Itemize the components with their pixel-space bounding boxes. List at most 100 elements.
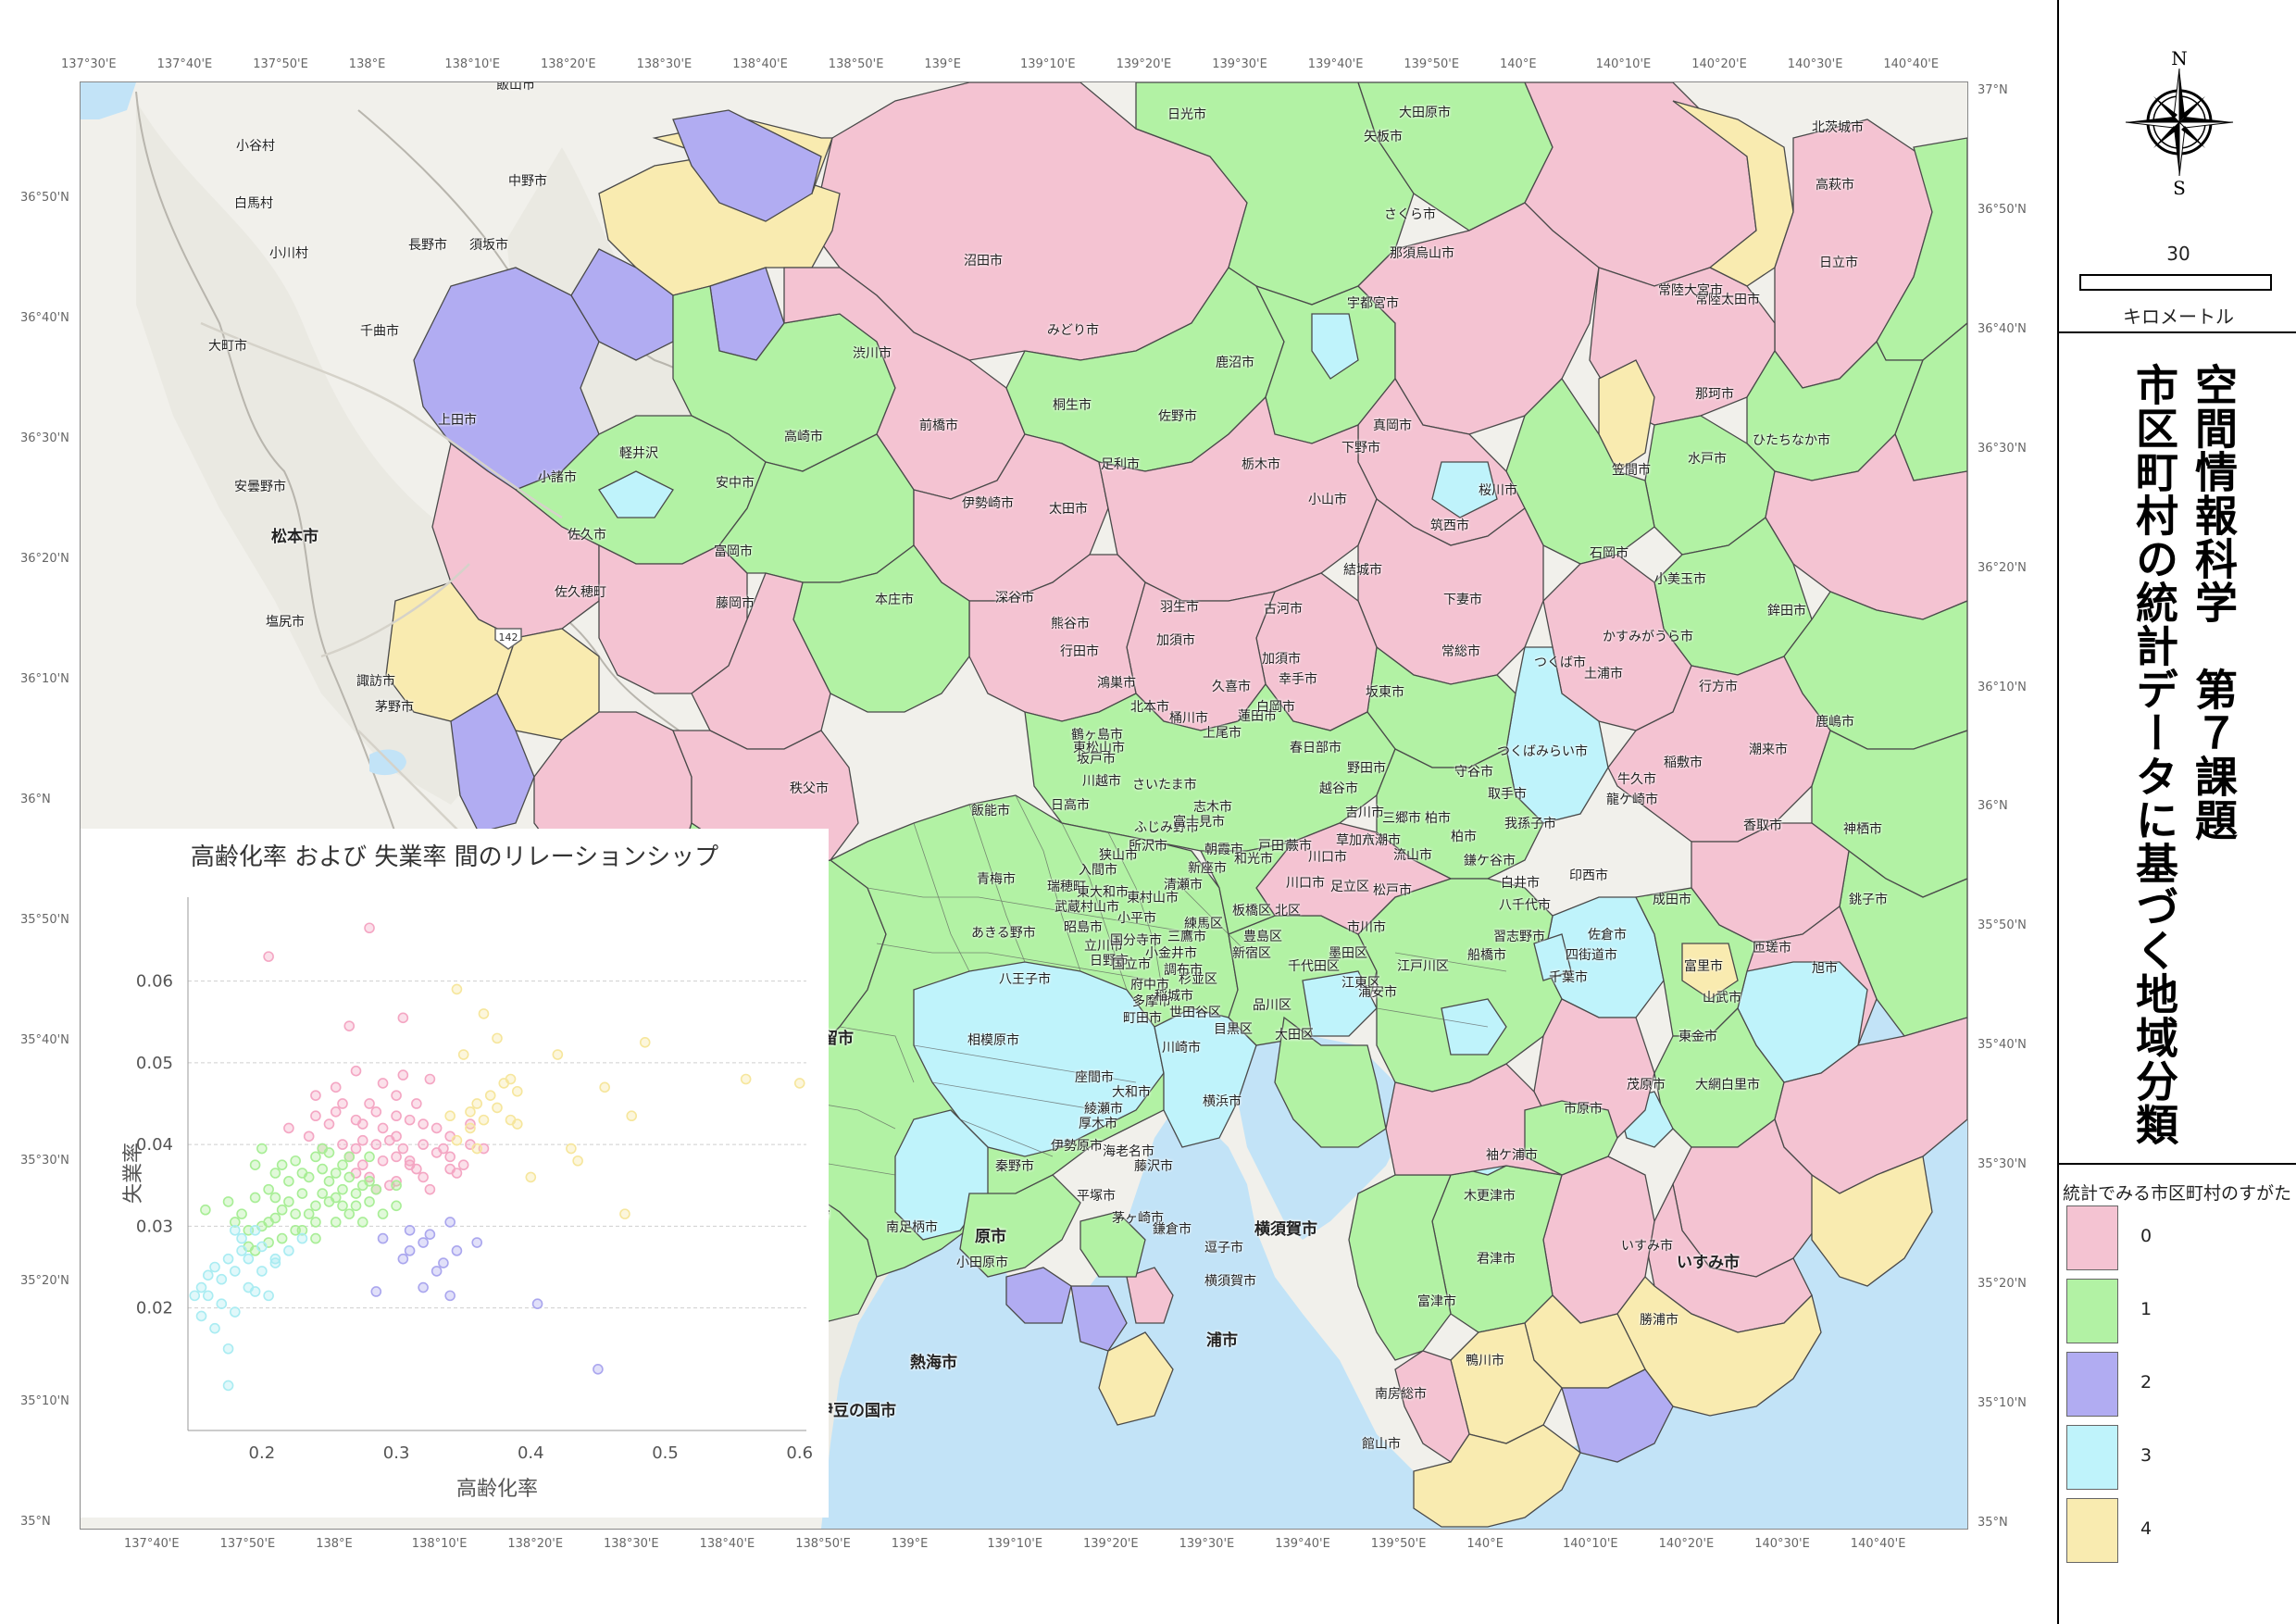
polygon-class3[interactable] (913, 961, 1165, 1157)
scatter-point-class1 (330, 1168, 342, 1179)
place-label-fukaya: 深谷市 (995, 591, 1034, 606)
graticule-bottom-label: 139°20'E (1083, 1537, 1139, 1551)
legend-label: 4 (2140, 1518, 2152, 1539)
graticule-bottom-label: 138°20'E (507, 1537, 564, 1551)
polygon-class3[interactable] (1441, 998, 1507, 1056)
scatter-point-class2 (438, 1257, 449, 1268)
scatter-point-class2 (404, 1245, 416, 1256)
polygon-class1[interactable] (959, 1174, 1081, 1278)
graticule-top-label: 139°40'E (1307, 57, 1364, 71)
legend-label: 0 (2140, 1226, 2152, 1246)
place-label-hanyu: 羽生市 (1160, 600, 1199, 615)
polygon-class3[interactable] (1431, 461, 1498, 518)
scatter-point-class4 (626, 1110, 638, 1122)
scatter-point-class1 (370, 1183, 382, 1195)
place-label-joso: 常総市 (1441, 644, 1480, 659)
municipality-polygons[interactable] (385, 82, 1967, 1528)
scatter-point-class2 (418, 1237, 429, 1248)
place-label-meguro: 目黒区 (1214, 1022, 1253, 1037)
scatter-point-class0 (438, 1143, 449, 1155)
polygon-class4[interactable] (1413, 1424, 1581, 1528)
polygon-class0[interactable] (431, 442, 600, 639)
place-label-ageo: 上尾市 (1203, 726, 1242, 741)
place-label-higashimurayama: 東村山市 (1127, 891, 1179, 906)
polygon-class1[interactable] (1524, 1100, 1618, 1176)
place-label-suginami: 杉並区 (1179, 972, 1217, 987)
polygon-class2[interactable] (1070, 1285, 1128, 1352)
place-label-kasukabe: 春日部市 (1290, 741, 1341, 756)
place-label-inzai: 印西市 (1569, 868, 1608, 883)
scatter-point-class4 (498, 1078, 510, 1089)
place-label-minamiboso: 南房総市 (1375, 1387, 1427, 1402)
legend-item-class4: 4 (2066, 1498, 2289, 1565)
polygon-class2[interactable] (570, 248, 674, 361)
scatter-point-class1 (310, 1232, 321, 1244)
graticule-right-label: 36°10'N (1978, 680, 2027, 694)
place-label-minamiashigara: 南足柄市 (886, 1220, 938, 1235)
scatter-point-class3 (230, 1224, 241, 1236)
polygon-class1[interactable] (1079, 1211, 1146, 1278)
scatter-point-class1 (377, 1208, 389, 1219)
place-label-abiko: 我孫子市 (1504, 817, 1556, 831)
scatter-point-class4 (511, 1118, 523, 1130)
scatter-point-class1 (283, 1176, 294, 1187)
place-label-utsunomiya: 宇都宮市 (1347, 296, 1399, 311)
polygon-class1[interactable] (1274, 1016, 1387, 1148)
polygon-class1[interactable] (1199, 841, 1295, 935)
place-label-isumi_a: いすみ市 (1621, 1239, 1673, 1254)
legend-panel: N S W E 30 キロメートル 空間情報科学 第７課題 市区町村の統計データ… (2057, 0, 2296, 1624)
place-label-iruma: 入間市 (1079, 863, 1117, 878)
scatter-point-class2 (404, 1224, 416, 1236)
polygon-class0[interactable] (1126, 1267, 1174, 1324)
polygon-class4[interactable] (1681, 943, 1739, 1000)
graticule-top-label: 140°30'E (1787, 57, 1843, 71)
scatter-point-class4 (465, 1106, 476, 1118)
place-label-kasumigaura: かすみがうら市 (1603, 630, 1693, 644)
place-label-higashiyamato: 東大和市 (1077, 885, 1129, 900)
polygon-class4[interactable] (1098, 1331, 1174, 1426)
graticule-bottom-label: 138°10'E (411, 1537, 468, 1551)
place-label-midori: みどり市 (1047, 323, 1099, 338)
place-label-ishioka: 石岡市 (1590, 546, 1628, 561)
scatter-point-class1 (200, 1204, 211, 1216)
place-label-mizuho: 瑞穂町 (1047, 880, 1086, 894)
polygon-class3[interactable] (1154, 1007, 1257, 1148)
polygon-class2[interactable] (450, 693, 535, 833)
graticule-right-label: 35°N (1978, 1515, 2008, 1530)
polygon-class4[interactable] (1616, 1276, 1822, 1417)
place-label-okegawa: 桶川市 (1169, 711, 1208, 726)
polygon-class3[interactable] (598, 470, 674, 518)
place-label-mitaka: 三鷹市 (1167, 930, 1206, 944)
place-label-itabashi: 板橋区 (1232, 904, 1271, 918)
place-label-ushiku: 牛久市 (1617, 772, 1656, 787)
scatter-point-class0 (370, 1139, 382, 1150)
polygon-class4[interactable] (1672, 100, 1794, 287)
place-label-sano: 佐野市 (1158, 409, 1197, 424)
scatter-point-class1 (263, 1183, 274, 1195)
polygon-class4[interactable] (1811, 1156, 1933, 1287)
map-frame[interactable]: 142 朝日町野沢温泉村湯沢町飯山市小谷村中野市白馬村小川村長野市須坂市大町市千… (80, 81, 1968, 1530)
polygon-class3[interactable] (1533, 933, 1572, 981)
graticule-bottom-label: 139°10'E (987, 1537, 1043, 1551)
polygon-class2[interactable] (1561, 1368, 1674, 1463)
graticule-left-label: 36°10'N (20, 672, 69, 686)
place-label-karuizawa: 軽井沢 (619, 446, 658, 461)
scatter-point-class0 (310, 1110, 321, 1122)
place-label-hanno: 飯能市 (971, 804, 1010, 818)
scatter-point-class2 (593, 1364, 604, 1375)
place-label-ota: 太田市 (1049, 502, 1088, 517)
place-label-inagi: 稲城市 (1154, 989, 1193, 1004)
graticule-left-label: 35°50'N (20, 913, 69, 927)
place-label-funabashi: 船橋市 (1467, 948, 1506, 963)
scatter-point-class0 (418, 1118, 429, 1130)
place-label-choshi: 銚子市 (1849, 893, 1888, 907)
polygon-class0[interactable] (968, 554, 1146, 722)
polygon-class3[interactable] (1302, 970, 1378, 1037)
polygon-class2[interactable] (672, 109, 822, 222)
place-label-kashiwa: 柏市 (1425, 811, 1451, 826)
polygon-class3[interactable] (1311, 313, 1359, 380)
place-label-chigasaki: 茅ヶ崎市 (1112, 1211, 1164, 1226)
polygon-class2[interactable] (1005, 1267, 1072, 1324)
scatter-point-class0 (418, 1139, 429, 1150)
scatter-point-class0 (364, 922, 375, 934)
